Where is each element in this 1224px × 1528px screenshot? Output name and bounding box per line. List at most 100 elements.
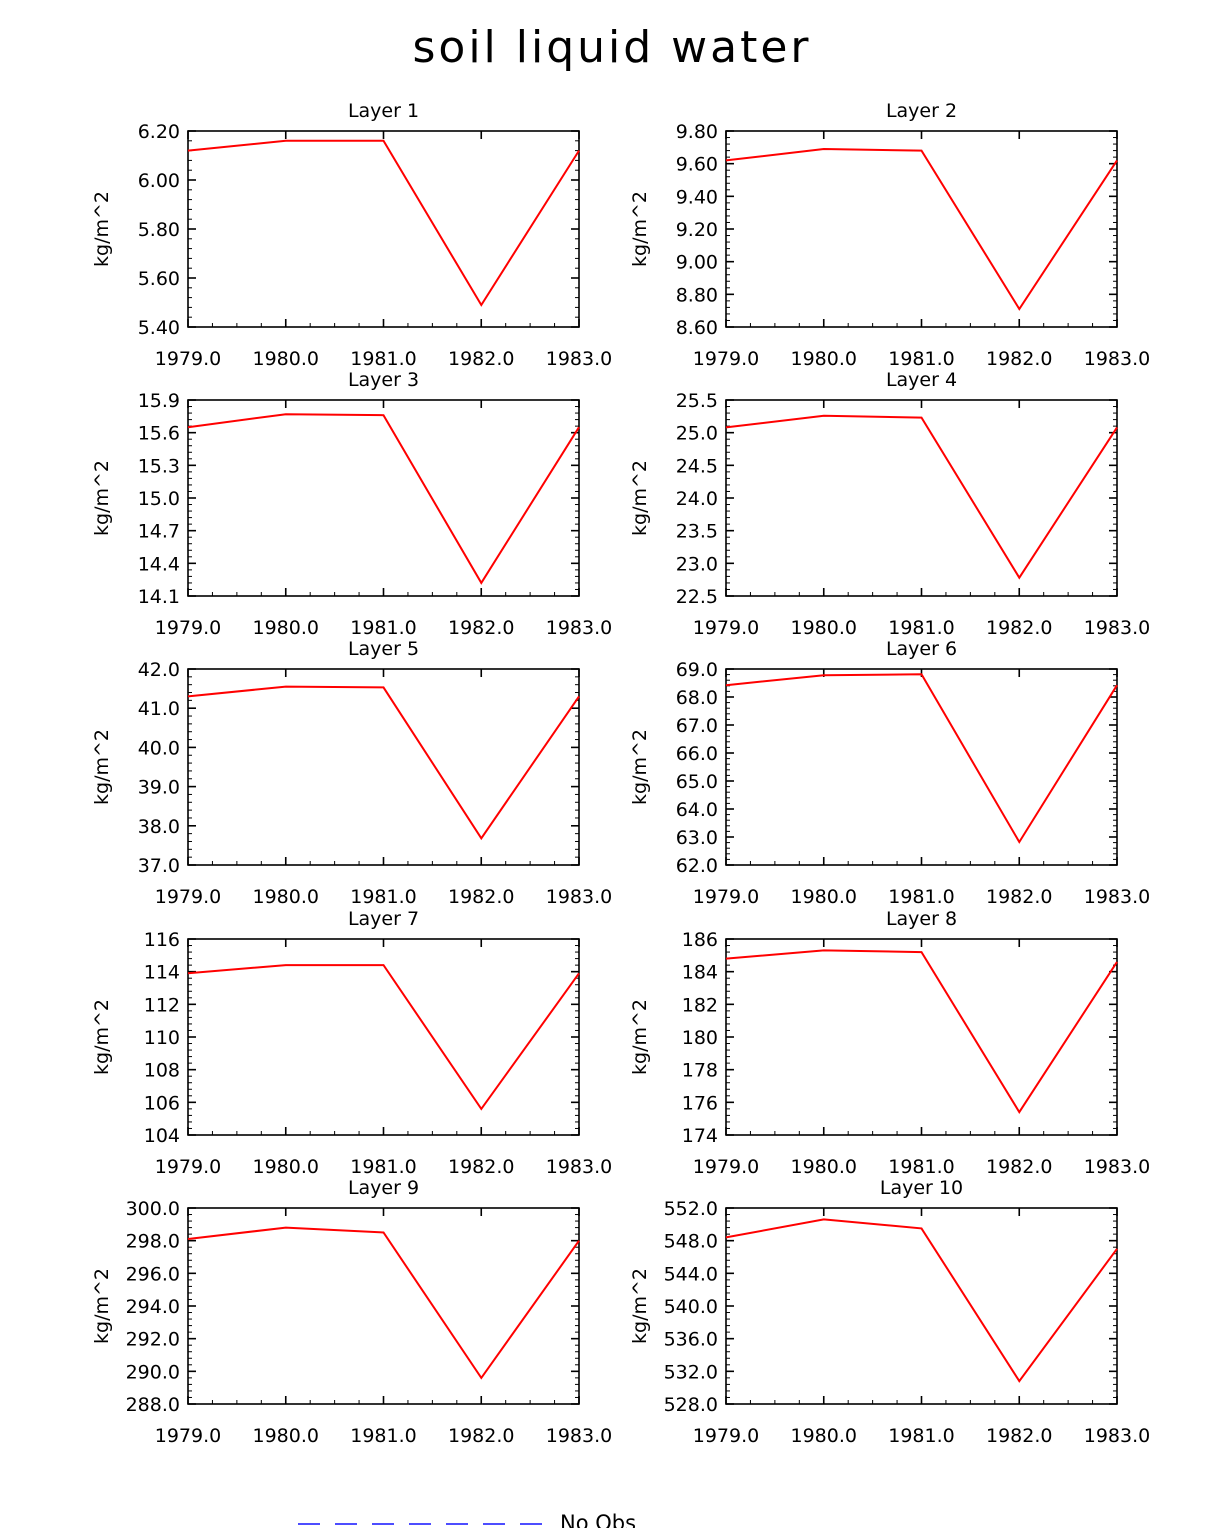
x-tick-label: 1983.0 bbox=[546, 1425, 612, 1447]
y-tick-label: 108 bbox=[144, 1060, 180, 1082]
y-tick-label: 9.20 bbox=[676, 219, 718, 241]
y-tick-label: 67.0 bbox=[676, 715, 718, 737]
x-tick-label: 1981.0 bbox=[350, 1156, 416, 1178]
x-tick-label: 1979.0 bbox=[155, 348, 221, 370]
x-tick-label: 1979.0 bbox=[693, 1156, 759, 1178]
y-tick-label: 15.3 bbox=[138, 455, 180, 477]
y-axis-label: kg/m^2 bbox=[629, 460, 651, 536]
panel-layer-10: Layer 10 1979.0 1980.0 1981.0 1982.0 1983.0 52… bbox=[629, 1177, 1150, 1447]
y-tick-label: 9.60 bbox=[676, 154, 718, 176]
panel-title: Layer 2 bbox=[886, 100, 957, 122]
panel-title: Layer 8 bbox=[886, 908, 957, 930]
series-line bbox=[187, 413, 580, 585]
x-tick-label: 1980.0 bbox=[253, 1425, 319, 1447]
panel-layer-6: Layer 6 1979.0 1980.0 1981.0 1982.0 1983.0 62.… bbox=[629, 638, 1150, 908]
x-tick-label: 1983.0 bbox=[1084, 1425, 1150, 1447]
plot-frame bbox=[725, 399, 1118, 597]
x-tick-label: 1981.0 bbox=[888, 617, 954, 639]
plot-frame bbox=[187, 399, 580, 597]
panel-title: Layer 5 bbox=[348, 638, 419, 660]
panel-title: Layer 4 bbox=[886, 369, 957, 391]
y-tick-label: 536.0 bbox=[664, 1329, 718, 1351]
y-tick-label: 290.0 bbox=[126, 1361, 180, 1383]
y-tick-label: 9.00 bbox=[676, 252, 718, 274]
y-tick-label: 114 bbox=[144, 962, 180, 984]
y-tick-label: 40.0 bbox=[138, 737, 180, 759]
y-tick-label: 104 bbox=[144, 1125, 180, 1147]
y-tick-label: 6.00 bbox=[138, 170, 180, 192]
x-tick-label: 1981.0 bbox=[888, 886, 954, 908]
x-tick-label: 1983.0 bbox=[546, 1156, 612, 1178]
x-tick-label: 1981.0 bbox=[350, 886, 416, 908]
y-axis-label: kg/m^2 bbox=[629, 191, 651, 267]
y-tick-label: 180 bbox=[682, 1027, 718, 1049]
y-tick-label: 9.40 bbox=[676, 186, 718, 208]
y-tick-label: 112 bbox=[144, 994, 180, 1016]
series-line bbox=[187, 139, 580, 307]
y-tick-label: 64.0 bbox=[676, 799, 718, 821]
panel-title: Layer 7 bbox=[348, 908, 419, 930]
x-tick-label: 1980.0 bbox=[791, 1156, 857, 1178]
panel-layer-1: Layer 1 1979.0 1980.0 1981.0 1982.0 1983.0 5.4… bbox=[91, 100, 612, 370]
y-tick-label: 63.0 bbox=[676, 827, 718, 849]
y-tick-label: 5.60 bbox=[138, 268, 180, 290]
y-tick-label: 66.0 bbox=[676, 743, 718, 765]
y-tick-label: 24.0 bbox=[676, 488, 718, 510]
x-tick-label: 1982.0 bbox=[986, 1425, 1052, 1447]
panel-layer-8: Layer 8 1979.0 1980.0 1981.0 1982.0 1983.0 174… bbox=[629, 908, 1150, 1178]
series-line bbox=[187, 964, 580, 1111]
series-line bbox=[187, 685, 580, 841]
x-tick-label: 1983.0 bbox=[546, 348, 612, 370]
plot-frame bbox=[187, 668, 580, 866]
x-tick-label: 1981.0 bbox=[888, 1156, 954, 1178]
x-tick-label: 1982.0 bbox=[448, 617, 514, 639]
y-axis-label: kg/m^2 bbox=[91, 1268, 113, 1344]
x-tick-label: 1983.0 bbox=[1084, 1156, 1150, 1178]
y-tick-label: 5.80 bbox=[138, 219, 180, 241]
series-line bbox=[725, 414, 1118, 580]
y-tick-label: 528.0 bbox=[664, 1394, 718, 1416]
series-line bbox=[725, 673, 1118, 844]
y-tick-label: 552.0 bbox=[664, 1198, 718, 1220]
y-axis-label: kg/m^2 bbox=[629, 1268, 651, 1344]
y-tick-label: 14.7 bbox=[138, 521, 180, 543]
panel-layer-2: Layer 2 1979.0 1980.0 1981.0 1982.0 1983.0 8.6… bbox=[629, 100, 1150, 370]
y-tick-label: 296.0 bbox=[126, 1263, 180, 1285]
x-tick-label: 1982.0 bbox=[448, 886, 514, 908]
y-tick-label: 9.80 bbox=[676, 121, 718, 143]
y-tick-label: 182 bbox=[682, 994, 718, 1016]
panel-layer-7: Layer 7 1979.0 1980.0 1981.0 1982.0 1983.0 104… bbox=[91, 908, 612, 1178]
x-tick-label: 1979.0 bbox=[693, 348, 759, 370]
y-tick-label: 37.0 bbox=[138, 855, 180, 877]
x-tick-label: 1982.0 bbox=[448, 1425, 514, 1447]
series-line bbox=[725, 1218, 1118, 1383]
x-tick-label: 1980.0 bbox=[791, 348, 857, 370]
y-axis-label: kg/m^2 bbox=[629, 999, 651, 1075]
x-tick-label: 1979.0 bbox=[693, 1425, 759, 1447]
y-tick-label: 174 bbox=[682, 1125, 718, 1147]
y-tick-label: 65.0 bbox=[676, 771, 718, 793]
y-tick-label: 38.0 bbox=[138, 816, 180, 838]
x-tick-label: 1983.0 bbox=[1084, 348, 1150, 370]
y-tick-label: 14.4 bbox=[138, 553, 180, 575]
y-tick-label: 15.6 bbox=[138, 423, 180, 445]
y-tick-label: 23.5 bbox=[676, 521, 718, 543]
panel-title: Layer 10 bbox=[880, 1177, 963, 1199]
panel-layer-9: Layer 9 1979.0 1980.0 1981.0 1982.0 1983.0 288… bbox=[91, 1177, 612, 1447]
x-tick-label: 1979.0 bbox=[155, 617, 221, 639]
x-tick-label: 1983.0 bbox=[546, 886, 612, 908]
y-tick-label: 8.80 bbox=[676, 284, 718, 306]
x-tick-label: 1980.0 bbox=[791, 886, 857, 908]
panel-layer-5: Layer 5 1979.0 1980.0 1981.0 1982.0 1983.0 37.… bbox=[91, 638, 612, 908]
y-tick-label: 6.20 bbox=[138, 121, 180, 143]
y-axis-label: kg/m^2 bbox=[91, 460, 113, 536]
panel-title: Layer 3 bbox=[348, 369, 419, 391]
x-tick-label: 1980.0 bbox=[253, 617, 319, 639]
legend: No Obs bbox=[298, 1511, 636, 1528]
y-tick-label: 178 bbox=[682, 1060, 718, 1082]
x-tick-label: 1980.0 bbox=[253, 348, 319, 370]
panel-layer-3: Layer 3 1979.0 1980.0 1981.0 1982.0 1983.0 14.… bbox=[91, 369, 612, 639]
x-tick-label: 1981.0 bbox=[350, 617, 416, 639]
x-tick-label: 1982.0 bbox=[986, 1156, 1052, 1178]
